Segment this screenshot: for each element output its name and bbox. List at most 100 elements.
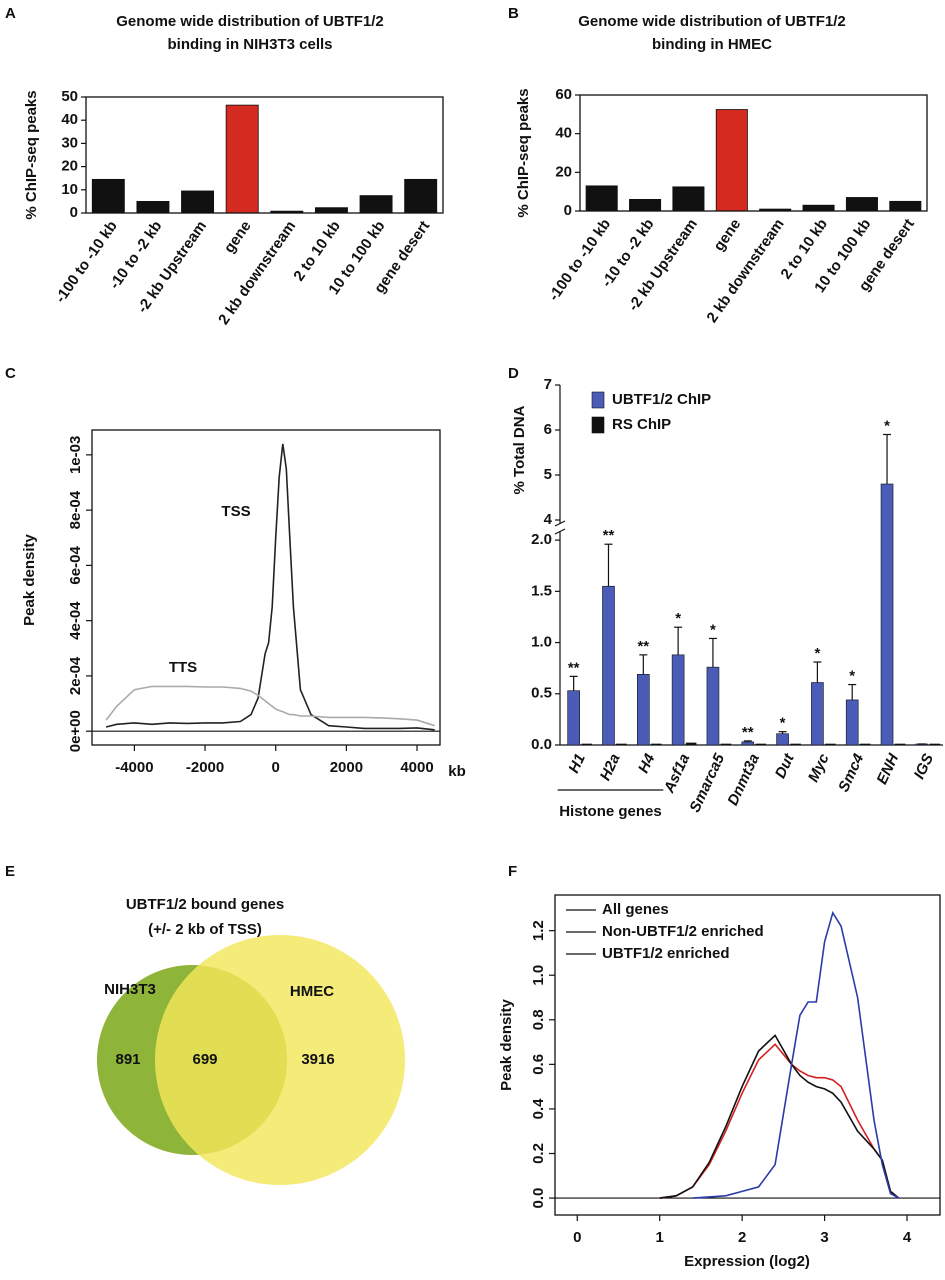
significance-label: ** (742, 724, 754, 741)
x-tick-label: 0 (272, 759, 280, 776)
y-tick-label: 20 (555, 163, 572, 180)
bar (825, 743, 836, 746)
bar (314, 207, 348, 214)
y-tick-label: 10 (61, 181, 78, 198)
plot-frame (579, 94, 928, 212)
y-tick-label: 0e+00 (67, 710, 84, 752)
y-tick-label: 2.0 (531, 531, 552, 548)
y-tick-label: 40 (555, 125, 572, 142)
panel-letter: C (5, 365, 16, 382)
chart-title: binding in NIH3T3 cells (167, 36, 332, 53)
panel-letter: F (508, 863, 517, 880)
y-tick-label: 60 (555, 86, 572, 103)
y-tick-label: 0.5 (531, 685, 552, 702)
bar (359, 195, 393, 214)
y-tick-label: 0 (70, 204, 78, 221)
bar (404, 178, 438, 214)
y-tick-label: 8e-04 (67, 490, 84, 529)
y-tick-label: 0.6 (530, 1054, 547, 1075)
bar (929, 743, 941, 746)
bar (889, 200, 922, 212)
y-tick-label: 1.5 (531, 582, 552, 599)
bar (671, 654, 685, 746)
bar (181, 190, 215, 214)
y-tick-label: 0 (564, 202, 572, 219)
region-count: 891 (115, 1051, 140, 1068)
plot-frame (85, 96, 444, 214)
legend-label: RS ChIP (612, 416, 671, 433)
bar (845, 699, 859, 746)
plot-frame (554, 894, 941, 1216)
y-tick-label: 30 (61, 134, 78, 151)
set-circle (155, 935, 405, 1185)
y-tick-label: 40 (61, 111, 78, 128)
bar (629, 198, 662, 212)
y-tick-label: 1e-03 (67, 436, 84, 474)
bar (225, 104, 259, 214)
significance-label: ** (603, 527, 615, 544)
bar (811, 682, 824, 746)
y-axis-label: Peak density (21, 533, 38, 625)
y-tick-label: 0.0 (530, 1188, 547, 1209)
y-tick-label: 20 (61, 158, 78, 175)
bar (845, 197, 878, 212)
bar (602, 585, 615, 746)
bar (802, 204, 835, 212)
series-label: TSS (221, 503, 250, 520)
y-axis-label: % ChIP-seq peaks (515, 88, 532, 217)
y-tick-label: 0.2 (530, 1143, 547, 1164)
bar (706, 666, 720, 746)
x-tick-label: 2 kb downstream (215, 218, 299, 328)
set-label: NIH3T3 (104, 981, 156, 998)
series-line (659, 1034, 900, 1199)
series-line (105, 685, 435, 727)
y-tick-label: 5 (544, 466, 552, 483)
y-tick-label: 6e-04 (67, 546, 84, 585)
x-tick-label: Asf1a (660, 751, 693, 796)
x-tick-label: gene (221, 218, 255, 256)
x-tick-label: 1 (656, 1229, 664, 1246)
bar (790, 743, 801, 746)
x-axis-label: Expression (log2) (684, 1253, 810, 1270)
x-tick-label: gene (710, 216, 744, 254)
y-axis-label: % ChIP-seq peaks (23, 90, 40, 219)
panel-letter: E (5, 863, 15, 880)
chart-title: binding in HMEC (652, 36, 772, 53)
x-tick-label: Myc (805, 751, 833, 785)
series-line (692, 910, 900, 1199)
bar (741, 741, 755, 746)
legend-label: UBTF1/2 ChIP (612, 391, 711, 408)
x-tick-label: Dnmt3a (724, 751, 763, 808)
x-tick-label: 4000 (400, 759, 433, 776)
y-tick-label: 0.8 (530, 1009, 547, 1030)
legend-swatch (591, 416, 605, 434)
bar (91, 178, 125, 214)
panel-letter: B (508, 5, 519, 22)
bar (880, 483, 894, 746)
x-tick-label: H4 (635, 751, 659, 776)
bar (720, 743, 732, 746)
bar (651, 743, 662, 746)
bar (585, 185, 618, 212)
y-tick-label: 50 (61, 88, 78, 105)
axis-break (554, 520, 566, 527)
x-tick-label: H2a (597, 751, 624, 783)
bar (776, 733, 789, 746)
series-line (659, 1043, 900, 1199)
chart-title: Genome wide distribution of UBTF1/2 (116, 13, 384, 30)
x-tick-label: IGS (911, 751, 937, 782)
x-tick-label: Smarca5 (686, 751, 728, 815)
series-label: TTS (169, 659, 197, 676)
x-tick-label: 0 (573, 1229, 581, 1246)
significance-label: * (780, 715, 786, 732)
significance-label: ** (568, 659, 580, 676)
y-tick-label: 0.4 (530, 1098, 547, 1120)
chart-title: UBTF1/2 bound genes (126, 896, 284, 913)
legend-label: Non-UBTF1/2 enriched (602, 923, 764, 940)
plot-frame (91, 429, 441, 746)
x-tick-label: 2 (738, 1229, 746, 1246)
bar (672, 186, 705, 212)
significance-label: * (849, 668, 855, 685)
legend-label: UBTF1/2 enriched (602, 945, 730, 962)
